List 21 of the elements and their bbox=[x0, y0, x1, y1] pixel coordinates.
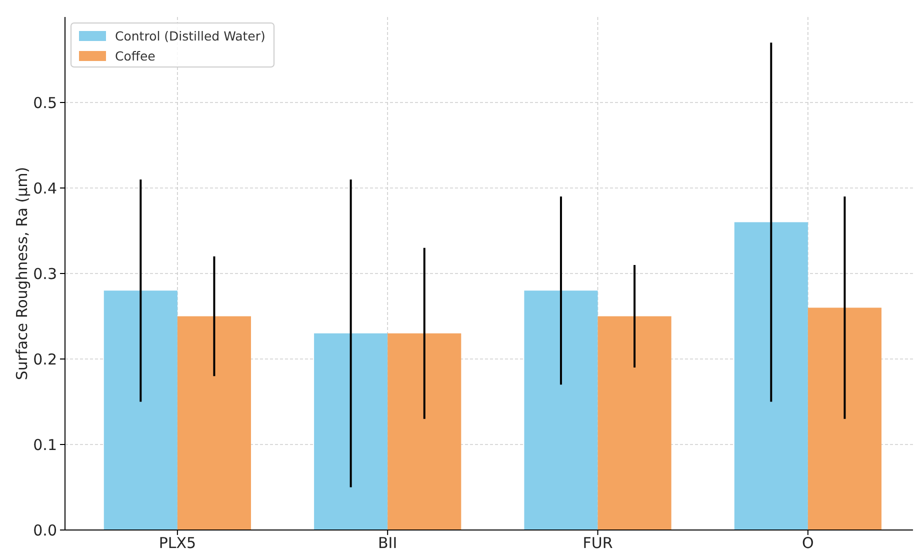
y-tick-label: 0.4 bbox=[33, 179, 57, 198]
legend-label: Control (Distilled Water) bbox=[115, 28, 266, 44]
x-tick-label: PLX5 bbox=[158, 534, 196, 549]
bar bbox=[104, 290, 178, 530]
legend-label: Coffee bbox=[115, 48, 156, 64]
bar bbox=[524, 290, 598, 530]
x-tick-label: O bbox=[802, 534, 814, 549]
bar bbox=[314, 333, 388, 530]
y-axis-title: Surface Roughness, Ra (µm) bbox=[13, 166, 31, 380]
bar bbox=[734, 222, 808, 530]
y-tick-label: 0.1 bbox=[33, 436, 57, 454]
bar bbox=[177, 316, 251, 530]
y-tick-label: 0.5 bbox=[33, 94, 57, 112]
x-tick-label: BII bbox=[378, 534, 398, 549]
bar bbox=[388, 333, 462, 530]
y-tick-label: 0.2 bbox=[33, 350, 57, 368]
x-tick-label: FUR bbox=[582, 534, 613, 549]
bar bbox=[808, 308, 882, 530]
bar bbox=[598, 316, 672, 530]
y-tick-label: 0.0 bbox=[33, 521, 57, 540]
y-tick-label: 0.3 bbox=[33, 264, 57, 283]
